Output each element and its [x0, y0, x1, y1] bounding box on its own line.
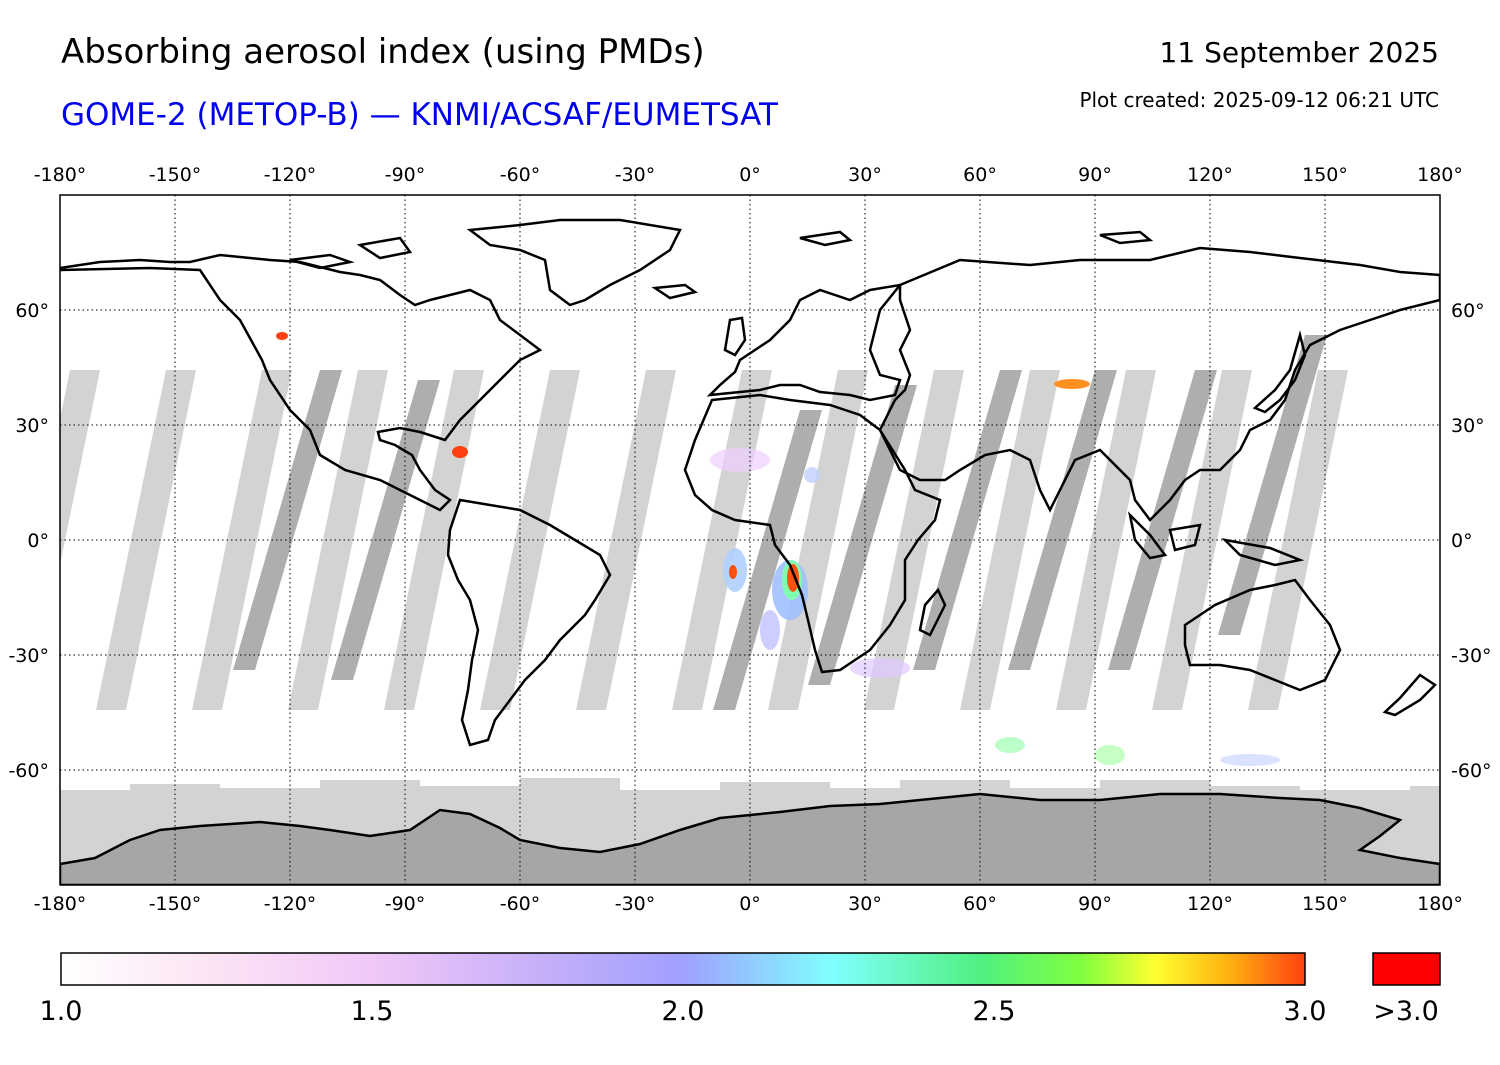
plot-date: 11 September 2025 — [1159, 36, 1439, 69]
lat-tick-label-left: 30° — [15, 415, 49, 437]
lat-tick-label-right: 60° — [1451, 300, 1485, 322]
lon-tick-label-top: -180° — [34, 164, 87, 186]
page-title: Absorbing aerosol index (using PMDs) — [61, 32, 705, 72]
lon-tick-label-bottom: 30° — [848, 893, 882, 915]
lon-tick-label-bottom: -180° — [34, 893, 87, 915]
gridlines — [60, 195, 1440, 885]
lat-tick-label-right: 30° — [1451, 415, 1485, 437]
lon-tick-label-bottom: 180° — [1417, 893, 1463, 915]
lon-tick-label-bottom: -30° — [615, 893, 656, 915]
colorbar-tick-label: 1.5 — [351, 996, 394, 1027]
colorbar — [60, 952, 1306, 986]
lat-ticks-left: 60° 30° 0° -30° -60° — [8, 300, 49, 782]
lon-tick-label-bottom: -120° — [264, 893, 317, 915]
lon-tick-label-top: 60° — [963, 164, 997, 186]
colorbar-tick-label: 2.0 — [662, 996, 705, 1027]
lat-tick-label-left: 60° — [15, 300, 49, 322]
lon-tick-label-bottom: -150° — [149, 893, 202, 915]
lon-tick-label-top: 0° — [739, 164, 761, 186]
lat-tick-label-right: -60° — [1451, 760, 1492, 782]
plot-created-timestamp: Plot created: 2025-09-12 06:21 UTC — [1079, 88, 1439, 112]
lon-tick-label-bottom: 120° — [1187, 893, 1233, 915]
map-frame — [59, 194, 1441, 886]
colorbar-tick-label: 2.5 — [973, 996, 1016, 1027]
lon-tick-label-top: -150° — [149, 164, 202, 186]
lon-tick-label-top: -30° — [615, 164, 656, 186]
lon-tick-label-bottom: -60° — [500, 893, 541, 915]
colorbar-tick-label: 1.0 — [40, 996, 83, 1027]
lat-tick-label-right: 0° — [1451, 530, 1473, 552]
lat-tick-label-left: -30° — [8, 645, 49, 667]
lat-tick-label-left: 0° — [27, 530, 49, 552]
lat-ticks-right: 60° 30° 0° -30° -60° — [1451, 300, 1492, 782]
lon-ticks-bottom: -180° -150° -120° -90° -60° -30° 0° 30° 60° 90° 12… — [34, 893, 1463, 915]
lon-ticks-top: -180° -150° -120° -90° -60° -30° 0° 30° 60° 90° 12… — [34, 164, 1463, 186]
lon-tick-label-bottom: 90° — [1078, 893, 1112, 915]
colorbar-overflow-box — [1372, 952, 1441, 986]
coastlines — [60, 218, 1440, 747]
colorbar-tick-labels: 1.0 1.5 2.0 2.5 3.0 — [40, 996, 1327, 1027]
lon-tick-label-top: 30° — [848, 164, 882, 186]
lon-tick-label-top: 90° — [1078, 164, 1112, 186]
lon-tick-label-top: 120° — [1187, 164, 1233, 186]
colorbar-tick-label: 3.0 — [1284, 996, 1327, 1027]
colorbar-overflow-label: >3.0 — [1373, 996, 1439, 1027]
no-data-dark-stripes — [233, 335, 1327, 710]
lon-tick-label-top: -120° — [264, 164, 317, 186]
lon-tick-label-bottom: 0° — [739, 893, 761, 915]
lat-tick-label-left: -60° — [8, 760, 49, 782]
lon-tick-label-bottom: 60° — [963, 893, 997, 915]
lon-tick-label-top: 180° — [1417, 164, 1463, 186]
lon-tick-label-top: -90° — [385, 164, 426, 186]
lon-tick-label-bottom: -90° — [385, 893, 426, 915]
page-subtitle: GOME-2 (METOP-B) — KNMI/ACSAF/EUMETSAT — [61, 97, 778, 133]
lon-tick-label-bottom: 150° — [1302, 893, 1348, 915]
lon-tick-label-top: 150° — [1302, 164, 1348, 186]
lon-tick-label-top: -60° — [500, 164, 541, 186]
lat-tick-label-right: -30° — [1451, 645, 1492, 667]
